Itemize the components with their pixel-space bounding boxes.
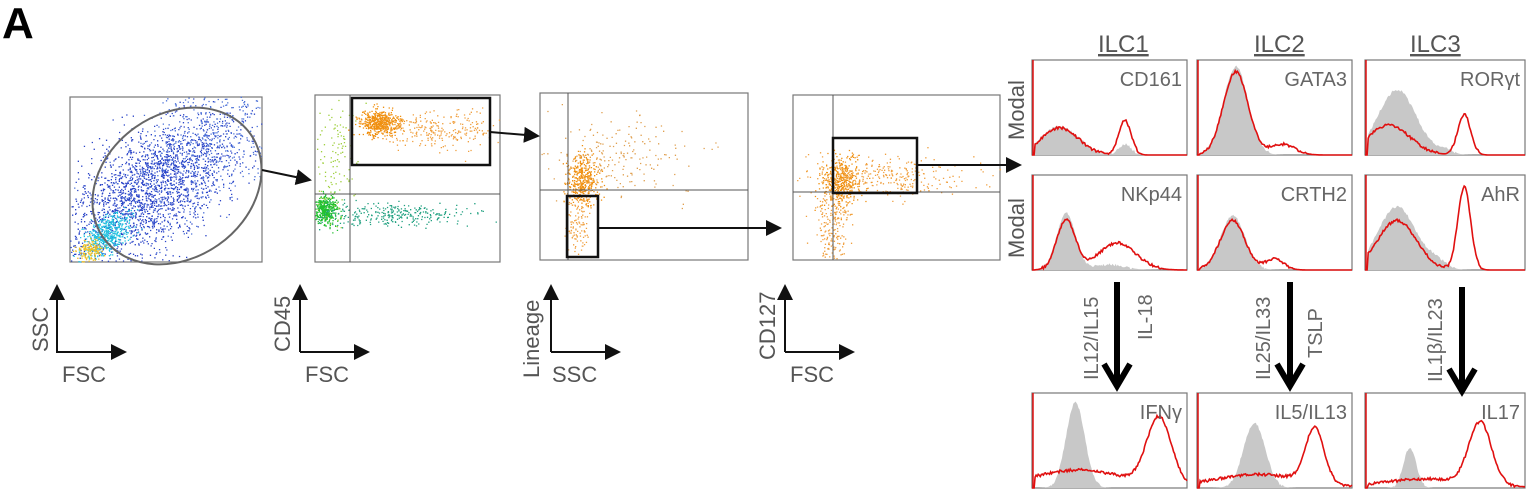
stimuli-label: IL12/IL15 (1081, 297, 1103, 380)
control-histogram (1365, 90, 1525, 155)
stimuli-label: IL-18 (1135, 294, 1157, 340)
dot-group (317, 99, 367, 229)
stimulation-arrow-ilc2: IL25/IL33 TSLP (1253, 282, 1327, 392)
ellipse-gate (91, 106, 263, 266)
histogram-frame (1364, 392, 1526, 489)
stimulation-arrow-ilc3: IL1β/IL23 (1425, 287, 1478, 397)
x-axis-label: FSC (62, 362, 106, 387)
y-axis-label: SSC (28, 307, 53, 352)
column-title-ilc2: ILC2 (1254, 31, 1305, 58)
histogram-3-1: RORγt (1364, 59, 1526, 156)
stimuli-label: IL1β/IL23 (1425, 298, 1447, 382)
histogram-1-3: IFNγ (1031, 392, 1188, 489)
gate-arrow (261, 169, 312, 185)
histogram-2-1: GATA3 (1196, 59, 1353, 156)
sample-histogram (1197, 425, 1353, 489)
scatter-plot-2 (314, 94, 501, 263)
stimuli-label: TSLP (1305, 308, 1327, 358)
y-axis-label: CD127 (755, 292, 780, 360)
marker-label: IL5/IL13 (1275, 402, 1347, 424)
gate-arrow (489, 126, 540, 143)
marker-label: IFNγ (1140, 402, 1182, 424)
histogram-2-3: IL5/IL13 (1196, 392, 1353, 489)
dot-group (541, 103, 719, 210)
plot-frame (314, 94, 501, 263)
y-axis-label: Lineage (519, 300, 544, 378)
dot-group (317, 199, 497, 231)
axis-key-3: Lineage SSC (519, 284, 621, 387)
histogram-1-1: CD161 (1031, 59, 1188, 156)
modal-label: Modal (1004, 198, 1029, 258)
column-title-ilc3: ILC3 (1410, 31, 1461, 58)
sample-histogram (1032, 118, 1187, 156)
scatter-plot-1 (69, 96, 263, 266)
dot-group (806, 149, 872, 221)
dot-group (797, 147, 1001, 205)
histogram-1-2: NKp44 (1031, 174, 1188, 271)
stimulation-arrow-ilc1: IL12/IL15 IL-18 (1081, 282, 1157, 392)
plot-frame (539, 92, 749, 261)
histogram-2-2: CRTH2 (1196, 174, 1353, 271)
dot-group (74, 96, 263, 261)
dot-group (348, 103, 411, 142)
x-axis-label: SSC (552, 362, 597, 387)
axis-key-4: CD127 FSC (755, 284, 855, 387)
marker-label: AhR (1481, 184, 1520, 206)
sample-histogram (1197, 217, 1352, 271)
dot-cloud (315, 98, 501, 234)
marker-label: CRTH2 (1281, 184, 1347, 206)
x-axis-label: FSC (790, 362, 834, 387)
scatter-plot-4 (792, 94, 1001, 261)
rectangle-gate (565, 194, 600, 259)
panel-letter: A (2, 0, 34, 48)
histogram-3-3: IL17 (1364, 392, 1526, 489)
axis-key-2: CD45 FSC (270, 284, 370, 387)
control-histogram (1197, 65, 1352, 155)
marker-label: GATA3 (1284, 69, 1347, 91)
sample-histogram (1197, 68, 1352, 156)
dot-group (564, 162, 592, 259)
control-histogram (1365, 205, 1525, 270)
marker-label: CD161 (1120, 69, 1182, 91)
marker-label: RORγt (1460, 69, 1520, 91)
dot-group (363, 98, 501, 163)
stimuli-label: IL25/IL33 (1253, 297, 1275, 380)
control-histogram (1032, 401, 1187, 488)
dot-group (805, 163, 854, 260)
rectangle-gate (350, 96, 492, 167)
y-axis-label: CD45 (270, 296, 295, 352)
modal-label: Modal (1004, 80, 1029, 140)
sample-histogram (1365, 184, 1525, 271)
scatter-plots (69, 92, 1001, 266)
axis-key-1: SSC FSC (28, 284, 127, 387)
dot-cloud (797, 147, 1001, 260)
column-title-ilc1: ILC1 (1098, 31, 1149, 58)
scatter-plot-3 (539, 92, 749, 261)
histogram-frame (1196, 392, 1353, 489)
marker-label: IL17 (1481, 402, 1520, 424)
dot-cloud (70, 96, 263, 263)
dot-cloud (541, 103, 719, 259)
dot-group (72, 234, 107, 263)
sample-histogram (1365, 112, 1525, 156)
x-axis-label: FSC (305, 362, 349, 387)
histogram-3-2: AhR (1364, 174, 1526, 271)
control-histogram (1197, 214, 1352, 270)
marker-label: NKp44 (1121, 184, 1182, 206)
sample-histogram (1032, 218, 1187, 271)
sample-histogram (1365, 419, 1526, 489)
sample-histogram (1032, 413, 1188, 489)
histograms: CD161 NKp44 IFNγ GATA3 CRTH2 IL5/IL13 RORγt AhR… (1031, 59, 1526, 489)
